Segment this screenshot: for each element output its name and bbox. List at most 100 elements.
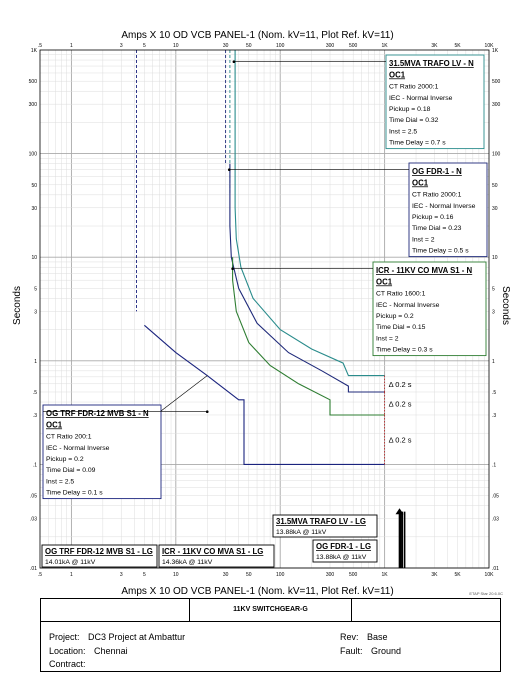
top-axis-title: Amps X 10 OD VCB PANEL-1 (Nom. kV=11, Pl… [121, 30, 394, 41]
x-tick-label-bottom: 10K [485, 572, 495, 578]
project-value: DC3 Project at Ambattur [88, 632, 186, 642]
delta-time-label: Δ 0.2 s [389, 399, 412, 408]
y-tick-label-right: 3 [492, 309, 495, 315]
lg-label-0: 31.5MVA TRAFO LV - LG 13.88kA @ 11kV [272, 514, 378, 538]
label-title-line2: OC1 [389, 70, 406, 79]
label-title: OG TRF FDR-12 MVB S1 - N [46, 409, 149, 418]
label-title-line2: OC1 [46, 420, 63, 429]
delta-time-label: Δ 0.2 s [389, 380, 412, 389]
x-tick-label-top: 3K [431, 43, 438, 49]
tcc-curve [144, 324, 385, 465]
rev-row: Rev: Base [340, 632, 388, 642]
label-leader-dot [205, 410, 209, 414]
label-line: Inst = 2.5 [46, 478, 74, 485]
label-line: Inst = 2 [376, 335, 399, 342]
x-tick-label-top: 10K [485, 43, 495, 49]
y-tick-label-right: .5 [492, 390, 496, 396]
label-leader-dot [231, 267, 234, 271]
label-line: Time Dial = 0.15 [376, 324, 426, 331]
label-box [372, 261, 487, 357]
x-tick-label-top: .5 [38, 43, 42, 49]
label-line: Pickup = 0.16 [412, 214, 454, 221]
tcc-chart: Δ 0.2 s Δ 0.2 s Δ 0.2 s 31.5MVA TRAFO LV - … [29, 43, 501, 578]
lg-label-box [158, 544, 275, 568]
y-tick-label-right: 1 [492, 359, 495, 365]
drawing-name: 11KV SWITCHGEAR-G [233, 606, 308, 613]
label-line: CT Ratio 1600:1 [376, 291, 426, 298]
curves-layer [136, 50, 385, 465]
location-label: Location: [49, 646, 86, 656]
y-tick-label-right: .03 [492, 517, 499, 523]
x-tick-label-bottom: 500 [349, 572, 358, 578]
label-line: Time Delay = 0.5 s [412, 248, 469, 255]
fault-value: Ground [371, 646, 402, 656]
label-leader-dot [232, 60, 236, 64]
y-tick-label-right: .3 [492, 413, 496, 419]
lg-label-box [41, 544, 158, 568]
label-line: CT Ratio 2000:1 [412, 192, 462, 199]
curve-label-ogfdr_n: OG FDR-1 - N OC1 CT Ratio 2000:1 IEC - Norm… [227, 162, 488, 258]
label-title: 31.5MVA TRAFO LV - N [389, 59, 474, 68]
x-tick-label-top: 500 [349, 43, 358, 49]
tcc-curve [232, 257, 385, 416]
project-label: Project: [49, 632, 80, 642]
lg-label-title: OG TRF FDR-12 MVB S1 - LG [45, 547, 153, 556]
lg-label-fault: 14.36kA @ 11kV [162, 559, 213, 566]
label-line: IEC - Normal Inverse [46, 445, 110, 452]
label-line: CT Ratio 200:1 [46, 434, 92, 441]
y-tick-label-left: .1 [33, 462, 37, 468]
lg-label-box [312, 539, 378, 563]
label-line: IEC - Normal Inverse [412, 203, 476, 210]
x-tick-label-bottom: 30 [223, 572, 229, 578]
y-tick-label-left: .05 [30, 494, 37, 500]
label-line: Inst = 2 [412, 236, 435, 243]
label-line: IEC - Normal Inverse [376, 302, 440, 309]
x-tick-label-bottom: 3 [120, 572, 123, 578]
label-leader-dot [227, 168, 231, 172]
fault-label: Fault: [340, 646, 363, 656]
tcc-curve [234, 50, 385, 377]
title-block-left-cell [41, 599, 190, 621]
label-title-line2: OC1 [376, 277, 393, 286]
x-tick-label-bottom: 300 [326, 572, 335, 578]
location-value: Chennai [94, 646, 128, 656]
lg-label-fault: 13.88kA @ 11kV [276, 529, 327, 536]
y-tick-label-left: 10 [31, 255, 37, 261]
label-line: Pickup = 0.18 [389, 106, 431, 113]
curve-label-ogtrf_n: OG TRF FDR-12 MVB S1 - N OC1 CT Ratio 200:… [42, 404, 209, 500]
label-line: Time Dial = 0.23 [412, 225, 462, 232]
curve-label-trafo_n: 31.5MVA TRAFO LV - N OC1 CT Ratio 2000:1 IE… [232, 54, 485, 150]
project-row: Project: DC3 Project at Ambattur [49, 632, 185, 642]
y-tick-label-left: 300 [29, 102, 38, 108]
title-block-header: 11KV SWITCHGEAR-G [41, 599, 500, 622]
lg-label-2: OG TRF FDR-12 MVB S1 - LG 14.01kA @ 11kV [41, 544, 158, 568]
x-tick-label-bottom: 10 [173, 572, 179, 578]
y-tick-label-right: 100 [492, 152, 501, 158]
curve-label-icr_n: ICR - 11KV CO MVA S1 - N OC1 CT Ratio 1600… [231, 261, 487, 357]
x-tick-label-top: 50 [246, 43, 252, 49]
title-block-right-cell [351, 599, 500, 621]
label-line: Pickup = 0.2 [46, 456, 84, 463]
label-line: Pickup = 0.2 [376, 313, 414, 320]
y-tick-label-right: 5 [492, 286, 495, 292]
x-tick-label-top: 30 [223, 43, 229, 49]
plot-frame [39, 49, 490, 569]
x-tick-label-bottom: 1 [70, 572, 73, 578]
x-tick-label-top: 3 [120, 43, 123, 49]
y-tick-label-left: .5 [33, 390, 37, 396]
lg-marker-arrowhead [395, 508, 404, 515]
contract-label: Contract: [49, 659, 86, 669]
bottom-axis-title: Amps X 10 OD VCB PANEL-1 (Nom. kV=11, Pl… [121, 586, 394, 597]
y-tick-label-right: .1 [492, 462, 496, 468]
label-line: Time Delay = 0.1 s [46, 490, 103, 497]
lg-marker-layer: Δ 0.2 s Δ 0.2 s Δ 0.2 s 31.5MVA TRAFO LV - … [41, 54, 488, 568]
y-tick-label-right: 500 [492, 79, 501, 85]
title-block: 11KV SWITCHGEAR-G Project: DC3 Project a… [40, 598, 501, 672]
y-tick-label-left: 1K [31, 48, 38, 54]
label-line: CT Ratio 2000:1 [389, 84, 439, 91]
x-tick-label-top: 300 [326, 43, 335, 49]
y-tick-label-left: 30 [31, 206, 37, 212]
lg-label-title: ICR - 11KV CO MVA S1 - LG [162, 547, 263, 556]
location-row: Location: Chennai [49, 646, 128, 656]
